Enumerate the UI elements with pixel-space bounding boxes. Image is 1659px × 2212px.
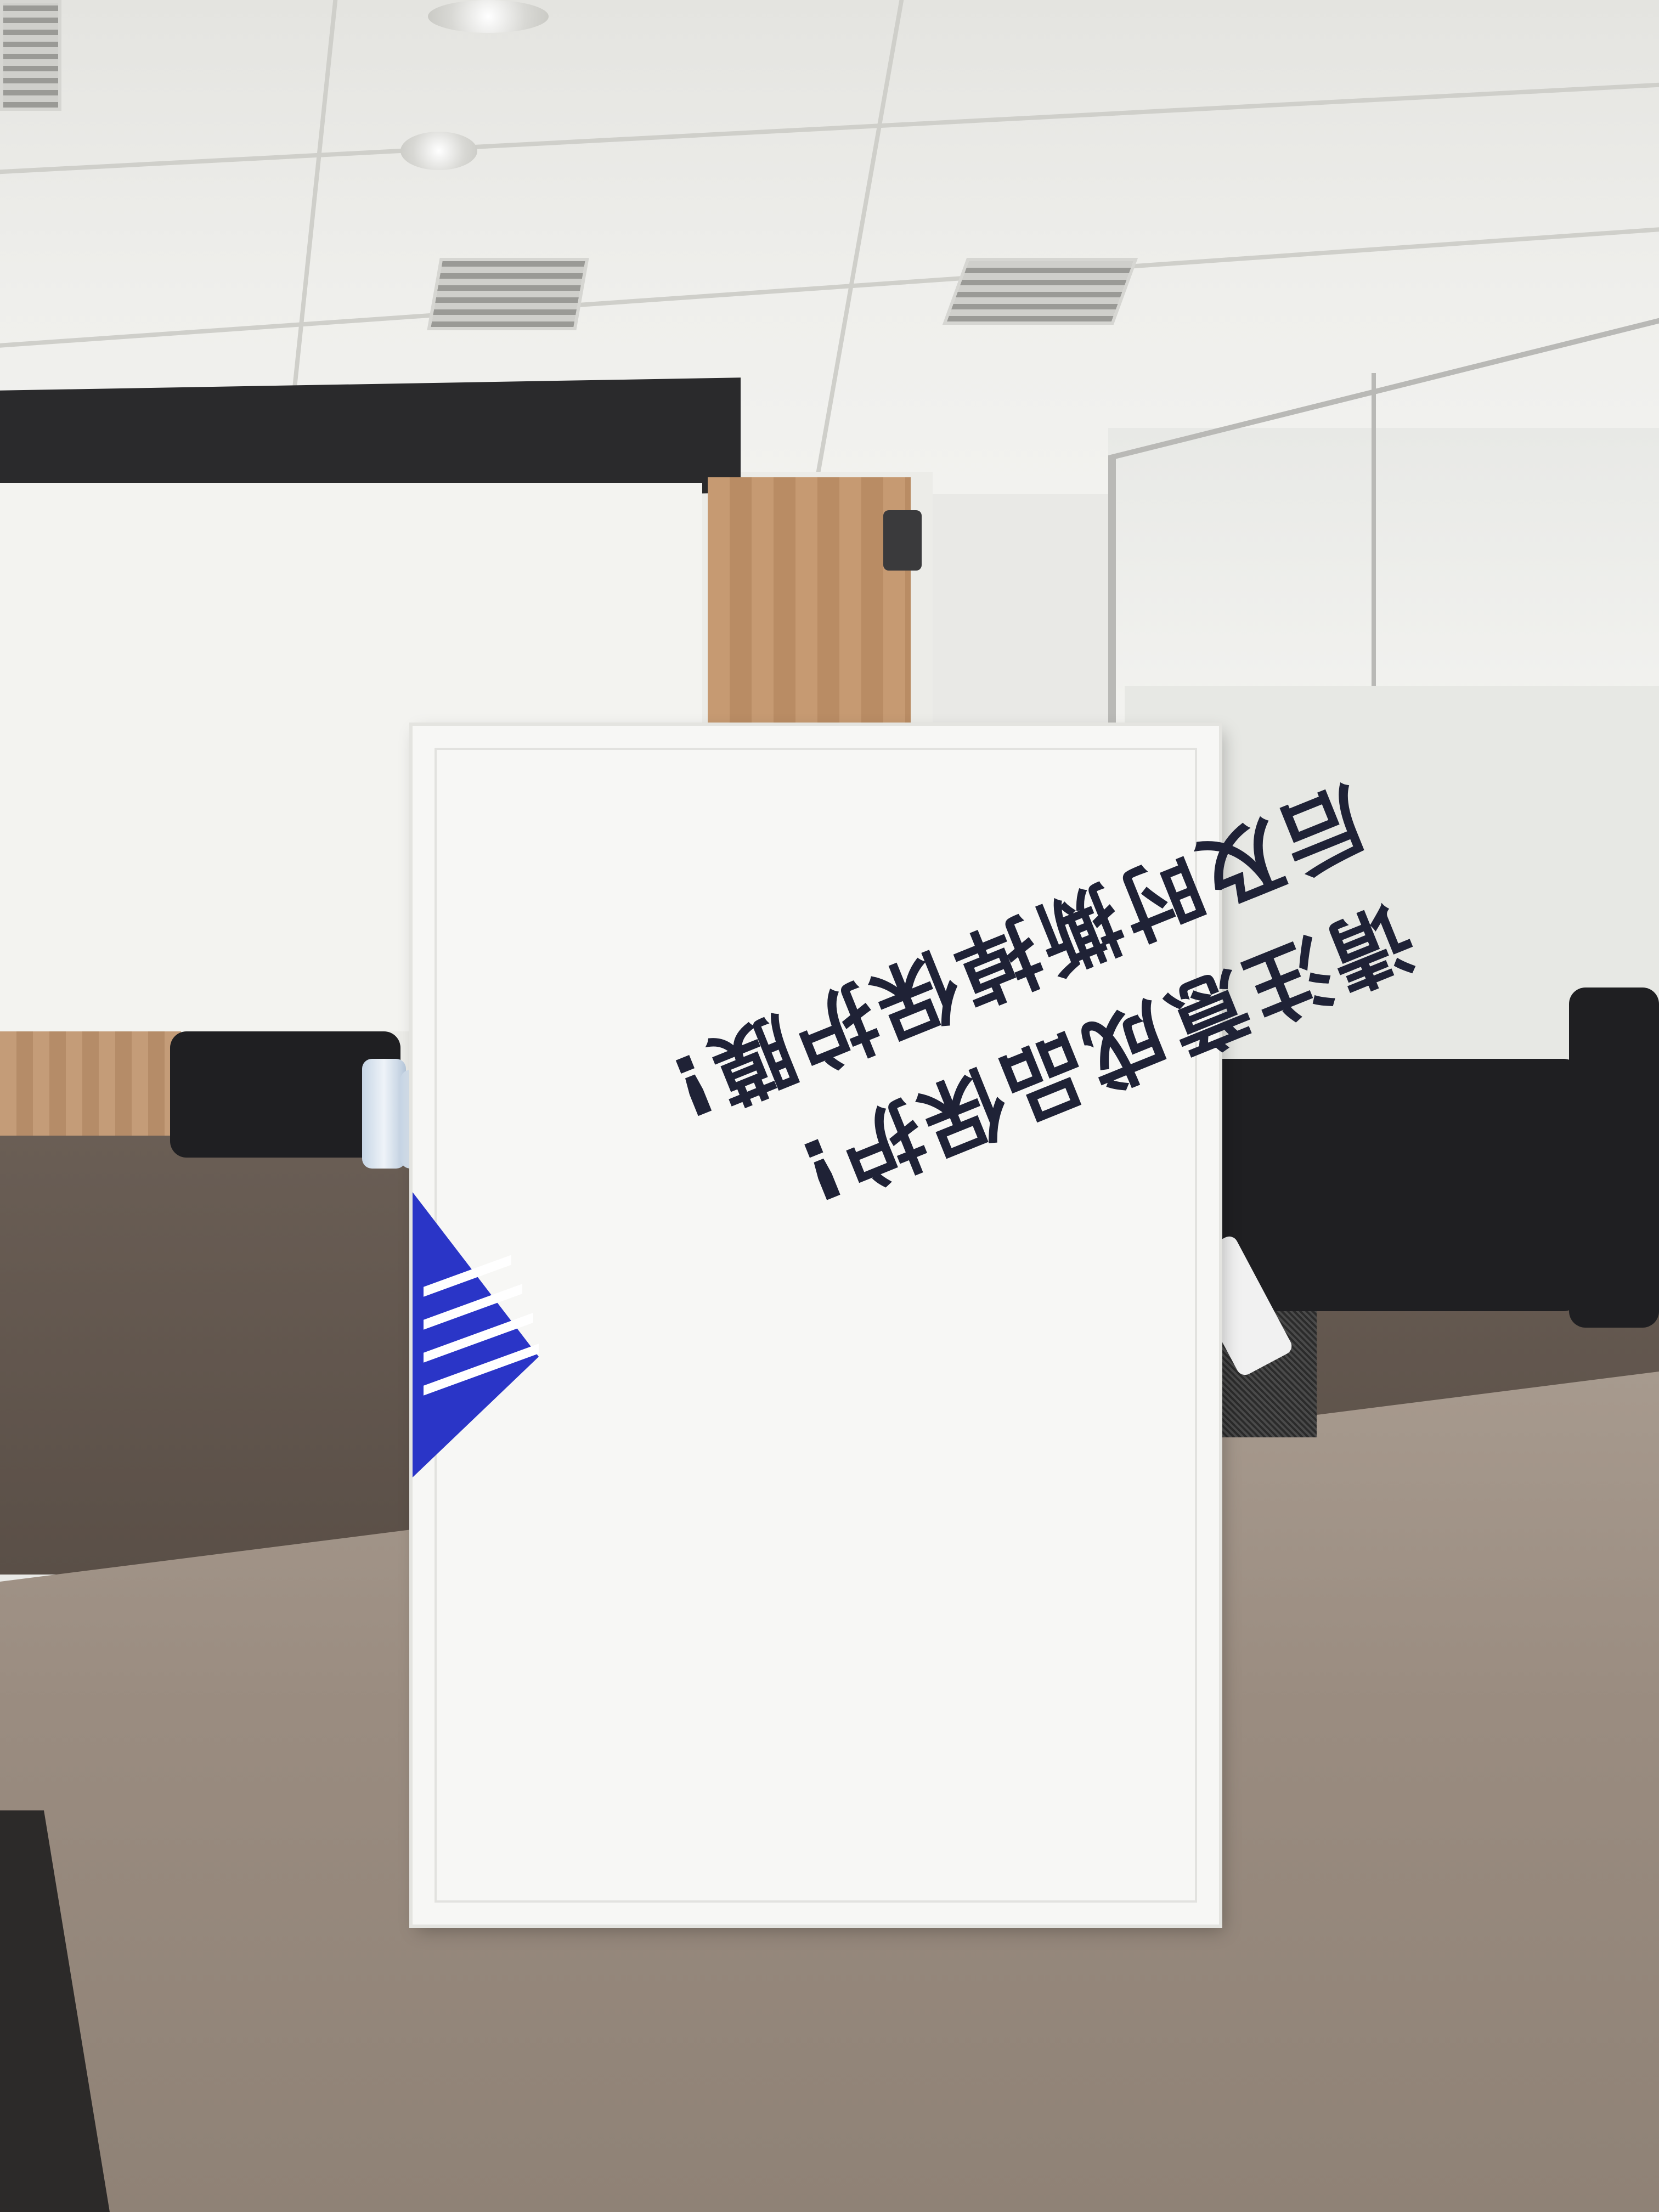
water-bottle xyxy=(362,1059,406,1169)
ceiling-light xyxy=(400,132,477,170)
ceiling-vent xyxy=(427,258,589,330)
ceiling-light xyxy=(428,0,549,33)
chair xyxy=(1569,988,1659,1328)
ceiling-vent xyxy=(942,258,1138,325)
camera-icon xyxy=(883,510,922,571)
blue-stripe-logo xyxy=(413,1192,539,1477)
white-panel-board: 请注意成品保护! 后及时撕掉保护膜! xyxy=(413,726,1426,1925)
wood-wall-panel-lower xyxy=(0,1031,181,1141)
chair xyxy=(1207,1059,1580,1311)
ceiling-vent xyxy=(0,0,61,111)
